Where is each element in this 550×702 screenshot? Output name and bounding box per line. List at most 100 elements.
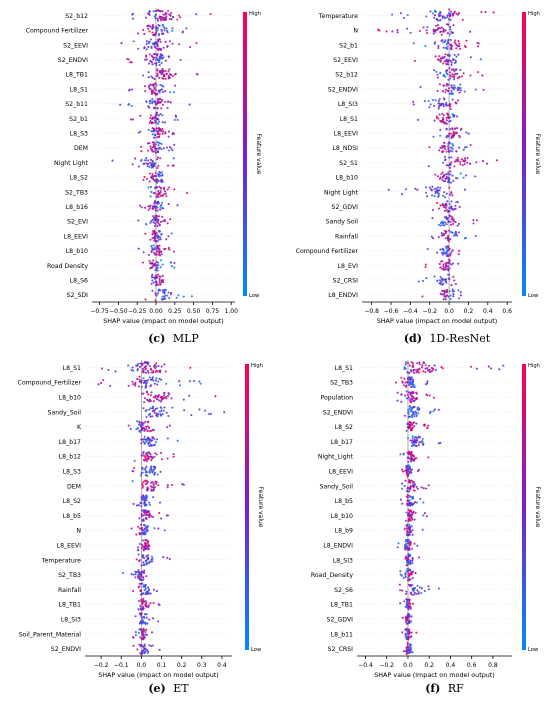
shap-point bbox=[461, 18, 464, 21]
shap-point bbox=[441, 171, 444, 174]
feature-label: S2_EEVI bbox=[63, 42, 88, 49]
shap-point bbox=[149, 415, 152, 418]
shap-point bbox=[447, 23, 450, 26]
shap-point bbox=[455, 47, 458, 50]
shap-point bbox=[149, 407, 152, 410]
shap-point bbox=[447, 246, 450, 249]
shap-point bbox=[432, 104, 436, 107]
shap-point bbox=[403, 366, 406, 369]
shap-point bbox=[175, 296, 178, 299]
shap-point bbox=[436, 251, 439, 254]
shap-point bbox=[411, 577, 414, 580]
shap-point bbox=[433, 275, 436, 278]
shap-point bbox=[151, 117, 154, 121]
shap-point bbox=[152, 601, 155, 605]
shap-point bbox=[132, 589, 135, 593]
shap-point bbox=[450, 230, 453, 234]
shap-point bbox=[163, 16, 166, 19]
shap-point bbox=[409, 369, 413, 372]
shap-point bbox=[160, 49, 163, 52]
shap-point bbox=[147, 71, 150, 74]
shap-point bbox=[190, 295, 193, 298]
shap-point bbox=[444, 91, 447, 94]
shap-point bbox=[437, 587, 440, 590]
shap-point bbox=[422, 26, 425, 29]
shap-point bbox=[428, 186, 432, 189]
shap-point bbox=[134, 634, 137, 637]
shap-point bbox=[158, 279, 161, 282]
shap-point bbox=[137, 504, 140, 507]
feature-label: S2_b1 bbox=[339, 42, 358, 49]
shap-point bbox=[165, 397, 168, 400]
shap-point bbox=[141, 428, 144, 431]
shap-point bbox=[453, 70, 456, 73]
shap-point bbox=[452, 220, 455, 223]
feature-label: DEM bbox=[74, 145, 88, 152]
shap-point bbox=[168, 424, 171, 427]
shap-point bbox=[451, 194, 454, 197]
shap-point bbox=[416, 362, 419, 365]
shap-point bbox=[151, 133, 154, 136]
shap-point bbox=[147, 606, 150, 609]
shap-point bbox=[141, 603, 144, 606]
shap-point bbox=[154, 366, 157, 370]
shap-point bbox=[447, 90, 450, 93]
shap-point bbox=[159, 400, 162, 403]
shap-point bbox=[432, 410, 435, 413]
shap-point bbox=[152, 482, 155, 485]
shap-point bbox=[156, 220, 159, 224]
shap-point bbox=[448, 207, 451, 210]
shap-point bbox=[154, 219, 157, 222]
shap-point bbox=[139, 608, 142, 611]
resnet-caption-letter: (d) bbox=[404, 332, 422, 345]
shap-point bbox=[146, 649, 149, 652]
shap-point bbox=[140, 424, 143, 427]
shap-point bbox=[160, 517, 163, 520]
shap-point bbox=[408, 554, 411, 558]
resnet-colorbar-gradient bbox=[522, 12, 526, 296]
shap-point bbox=[437, 192, 440, 195]
shap-point bbox=[449, 77, 452, 80]
shap-point bbox=[148, 426, 151, 429]
shap-point bbox=[401, 631, 404, 634]
shap-point bbox=[138, 365, 142, 368]
shap-point bbox=[142, 381, 145, 384]
shap-point bbox=[454, 72, 457, 75]
shap-point bbox=[443, 191, 446, 194]
shap-point bbox=[143, 533, 146, 536]
shap-point bbox=[149, 378, 152, 381]
shap-point bbox=[97, 383, 100, 386]
shap-point bbox=[427, 364, 431, 367]
shap-point bbox=[408, 490, 411, 493]
shap-point bbox=[137, 423, 140, 426]
shap-point bbox=[411, 426, 414, 429]
x-tick-label: −0.4 bbox=[403, 308, 418, 315]
shap-point bbox=[438, 55, 441, 58]
shap-point bbox=[447, 164, 450, 167]
feature-label: S2_ENDVI bbox=[58, 57, 88, 64]
shap-point bbox=[150, 274, 153, 277]
shap-point bbox=[486, 162, 489, 165]
shap-point bbox=[168, 68, 171, 71]
shap-point bbox=[140, 614, 143, 617]
shap-point bbox=[168, 248, 171, 251]
shap-point bbox=[154, 134, 157, 137]
shap-point bbox=[409, 415, 412, 418]
shap-point bbox=[134, 384, 137, 387]
shap-point bbox=[160, 281, 163, 284]
shap-point bbox=[406, 636, 409, 639]
resnet-caption-name: 1D-ResNet bbox=[429, 332, 490, 345]
shap-point bbox=[405, 524, 408, 527]
shap-point bbox=[406, 378, 409, 381]
shap-point bbox=[160, 71, 163, 74]
shap-point bbox=[145, 616, 148, 619]
shap-point bbox=[404, 540, 407, 543]
shap-point bbox=[143, 600, 146, 603]
shap-point bbox=[444, 237, 447, 240]
shap-point bbox=[458, 136, 461, 139]
shap-point bbox=[149, 238, 152, 241]
shap-point bbox=[99, 381, 103, 385]
shap-point bbox=[436, 89, 439, 92]
rf-caption: (f) RF bbox=[425, 682, 464, 695]
shap-point bbox=[154, 101, 157, 104]
